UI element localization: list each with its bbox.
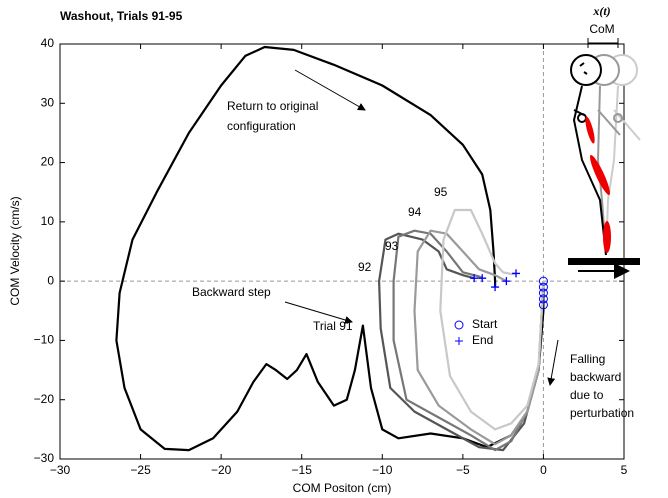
point <box>491 283 500 292</box>
legend-label: Start <box>472 317 498 331</box>
x-tick-label: −25 <box>130 463 151 477</box>
x-tick-label: −5 <box>456 463 470 477</box>
annotation: backward <box>570 370 621 384</box>
series-label: Trial 91 <box>313 319 353 333</box>
y-tick-label: −30 <box>34 451 55 465</box>
annotation: x(t) <box>592 4 610 18</box>
x-tick-label: −20 <box>211 463 232 477</box>
legend: Start End <box>454 317 498 347</box>
annotation: CoM <box>589 22 614 36</box>
point <box>538 282 548 292</box>
y-tick-label: −10 <box>34 333 55 347</box>
series-line <box>439 208 545 431</box>
series-line <box>378 232 545 452</box>
point <box>470 274 479 283</box>
point <box>502 277 511 286</box>
series-label: 92 <box>358 260 372 274</box>
series-label: 95 <box>434 185 448 199</box>
y-tick-label: 10 <box>41 214 55 228</box>
y-tick-label: 40 <box>41 36 55 50</box>
point <box>512 269 521 278</box>
x-tick-label: −30 <box>50 463 71 477</box>
x-tick-label: 5 <box>621 463 628 477</box>
legend-label: End <box>472 333 493 347</box>
legend-marker <box>454 320 464 330</box>
y-tick-label: 30 <box>41 95 55 109</box>
y-tick-label: 20 <box>41 155 55 169</box>
series-line <box>392 229 545 452</box>
point <box>478 274 487 283</box>
plot-area: −30 −25 −20 −15 −10 −5 0 5 −30 −20 −10 0 10 20 30 40 <box>34 36 628 477</box>
x-axis-label: COM Positon (cm) <box>293 481 392 495</box>
series-line <box>115 45 545 452</box>
annotation: Return to original <box>227 99 318 113</box>
x-tick-label: −10 <box>372 463 393 477</box>
annotation: due to <box>570 388 604 402</box>
y-tick-label: −20 <box>34 392 55 406</box>
annotation: Backward step <box>192 285 271 299</box>
series-line <box>413 229 545 446</box>
annotation: configuration <box>227 119 296 133</box>
chart-title: Washout, Trials 91-95 <box>60 9 183 23</box>
annotation-arrow <box>294 69 366 111</box>
annotation-arrow <box>547 339 559 386</box>
y-axis-label: COM Velocity (cm/s) <box>8 196 22 305</box>
annotation: Falling <box>570 352 605 366</box>
x-tick-label: 0 <box>540 463 547 477</box>
y-tick-label: 0 <box>47 273 54 287</box>
series-label: 93 <box>385 239 399 253</box>
point <box>538 276 548 286</box>
annotation: perturbation <box>570 406 634 420</box>
figure-illustration: x(t) CoM <box>568 4 641 279</box>
legend-marker <box>455 337 463 345</box>
point <box>538 300 548 310</box>
point <box>538 294 548 304</box>
point <box>538 288 548 298</box>
annotation-arrow <box>284 301 353 324</box>
plot-frame <box>59 43 625 460</box>
series-label: 94 <box>408 205 422 219</box>
x-tick-label: −15 <box>292 463 313 477</box>
